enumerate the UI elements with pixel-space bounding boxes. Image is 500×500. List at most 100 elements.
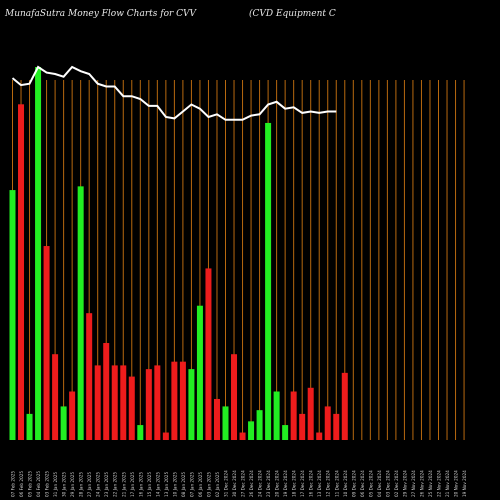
x-tick-label: 19 Dec 2024 [283, 470, 288, 497]
x-tick-label: 14 Jan 2025 [155, 472, 160, 497]
x-tick-label: 19 Nov 2024 [462, 470, 467, 497]
x-tick-label: 22 Jan 2025 [113, 472, 118, 497]
money-flow-bar [179, 361, 186, 440]
x-tick-label: 03 Feb 2025 [45, 471, 50, 497]
money-flow-bar [239, 432, 246, 440]
x-tick-label: 20 Dec 2024 [275, 470, 280, 497]
x-tick-label: 06 Feb 2025 [19, 471, 24, 497]
money-flow-bar [333, 413, 340, 440]
money-flow-bar [137, 425, 144, 440]
money-flow-bar [273, 391, 280, 440]
x-tick-label: 05 Feb 2025 [28, 471, 33, 497]
money-flow-bar [282, 425, 289, 440]
money-flow-bar [9, 190, 16, 440]
money-flow-bar [290, 391, 297, 440]
x-tick-label: 11 Dec 2024 [334, 470, 339, 497]
money-flow-bar [213, 398, 220, 440]
money-flow-bar [256, 410, 263, 440]
x-tick-label: 02 Jan 2025 [215, 472, 220, 497]
x-tick-label: 20 Nov 2024 [454, 470, 459, 497]
money-flow-bar [154, 365, 161, 440]
x-tick-label: 27 Dec 2024 [241, 470, 246, 497]
x-tick-label: 23 Dec 2024 [266, 470, 271, 497]
x-tick-label: 07 Feb 2025 [11, 471, 16, 497]
x-tick-label: 29 Nov 2024 [402, 470, 407, 497]
money-flow-bar [18, 104, 25, 441]
money-flow-bar [69, 391, 76, 440]
money-flow-bar [77, 186, 84, 440]
money-flow-bar [26, 413, 33, 440]
company-name: (CVD Equipment C [249, 9, 336, 19]
money-flow-bar [35, 67, 42, 440]
x-tick-label: 29 Jan 2025 [70, 472, 75, 497]
money-flow-bar [52, 354, 59, 440]
money-flow-bars [9, 67, 348, 441]
price-line [11, 65, 337, 121]
x-tick-label: 04 Feb 2025 [36, 471, 41, 497]
money-flow-bar [307, 387, 314, 440]
x-axis-labels: 07 Feb 2025 06 Feb 2025 05 Feb 2025 04 Feb … [11, 470, 468, 497]
x-tick-label: 06 Jan 2025 [198, 472, 203, 497]
money-flow-bar [94, 365, 101, 440]
money-flow-bar [316, 432, 323, 440]
money-flow-bar [103, 343, 110, 440]
x-tick-label: 24 Jan 2025 [96, 472, 101, 497]
x-tick-label: 12 Dec 2024 [326, 470, 331, 497]
money-flow-bar [196, 305, 203, 440]
x-tick-label: 26 Dec 2024 [249, 470, 254, 497]
money-flow-bar [171, 361, 178, 440]
x-tick-label: 27 Nov 2024 [411, 470, 416, 497]
money-flow-bar [205, 268, 212, 440]
x-tick-label: 27 Jan 2025 [87, 472, 92, 497]
x-tick-label: 10 Dec 2024 [343, 470, 348, 497]
x-tick-label: 03 Dec 2024 [385, 470, 390, 497]
x-tick-label: 31 Dec 2024 [224, 470, 229, 497]
money-flow-bar [324, 406, 331, 440]
money-flow-bar [120, 365, 127, 440]
x-tick-label: 17 Dec 2024 [300, 470, 305, 497]
x-tick-label: 16 Dec 2024 [309, 470, 314, 497]
x-tick-label: 31 Jan 2025 [53, 472, 58, 497]
x-tick-label: 05 Dec 2024 [368, 470, 373, 497]
money-flow-bar [222, 406, 229, 440]
x-tick-label: 30 Jan 2025 [62, 472, 67, 497]
x-tick-label: 13 Jan 2025 [164, 472, 169, 497]
x-tick-label: 24 Dec 2024 [258, 470, 263, 497]
money-flow-bar [43, 246, 50, 440]
x-tick-label: 08 Jan 2025 [181, 472, 186, 497]
x-tick-label: 23 Jan 2025 [104, 472, 109, 497]
price-line-group [11, 65, 337, 121]
money-flow-bar [111, 365, 118, 440]
money-flow-bar [145, 369, 152, 440]
x-tick-label: 03 Jan 2025 [206, 472, 211, 497]
x-tick-label: 06 Dec 2024 [360, 470, 365, 497]
x-tick-label: 10 Jan 2025 [172, 472, 177, 497]
chart-title: MunafaSutra Money Flow Charts for CVV [5, 9, 197, 19]
money-flow-bar [128, 376, 135, 440]
money-flow-bar [231, 354, 238, 440]
x-tick-label: 02 Dec 2024 [394, 470, 399, 497]
money-flow-bar [265, 122, 272, 440]
x-tick-label: 15 Jan 2025 [147, 472, 152, 497]
x-tick-label: 18 Dec 2024 [292, 470, 297, 497]
money-flow-bar [299, 413, 306, 440]
x-tick-label: 28 Jan 2025 [79, 472, 84, 497]
x-tick-label: 21 Nov 2024 [445, 470, 450, 497]
money-flow-bar [60, 406, 67, 440]
x-tick-label: 22 Nov 2024 [437, 470, 442, 497]
x-tick-label: 13 Dec 2024 [317, 470, 322, 497]
money-flow-bar [86, 313, 93, 440]
x-tick-label: 16 Jan 2025 [138, 472, 143, 497]
x-tick-label: 17 Jan 2025 [130, 472, 135, 497]
x-tick-label: 04 Dec 2024 [377, 470, 382, 497]
money-flow-bar [188, 369, 195, 440]
x-tick-label: 30 Dec 2024 [232, 470, 237, 497]
money-flow-bar [248, 421, 255, 440]
x-tick-label: 25 Nov 2024 [428, 470, 433, 497]
money-flow-bar [341, 372, 348, 440]
x-tick-label: 09 Dec 2024 [351, 470, 356, 497]
x-tick-label: 26 Nov 2024 [419, 470, 424, 497]
x-tick-label: 07 Jan 2025 [189, 472, 194, 497]
money-flow-bar [162, 432, 169, 440]
